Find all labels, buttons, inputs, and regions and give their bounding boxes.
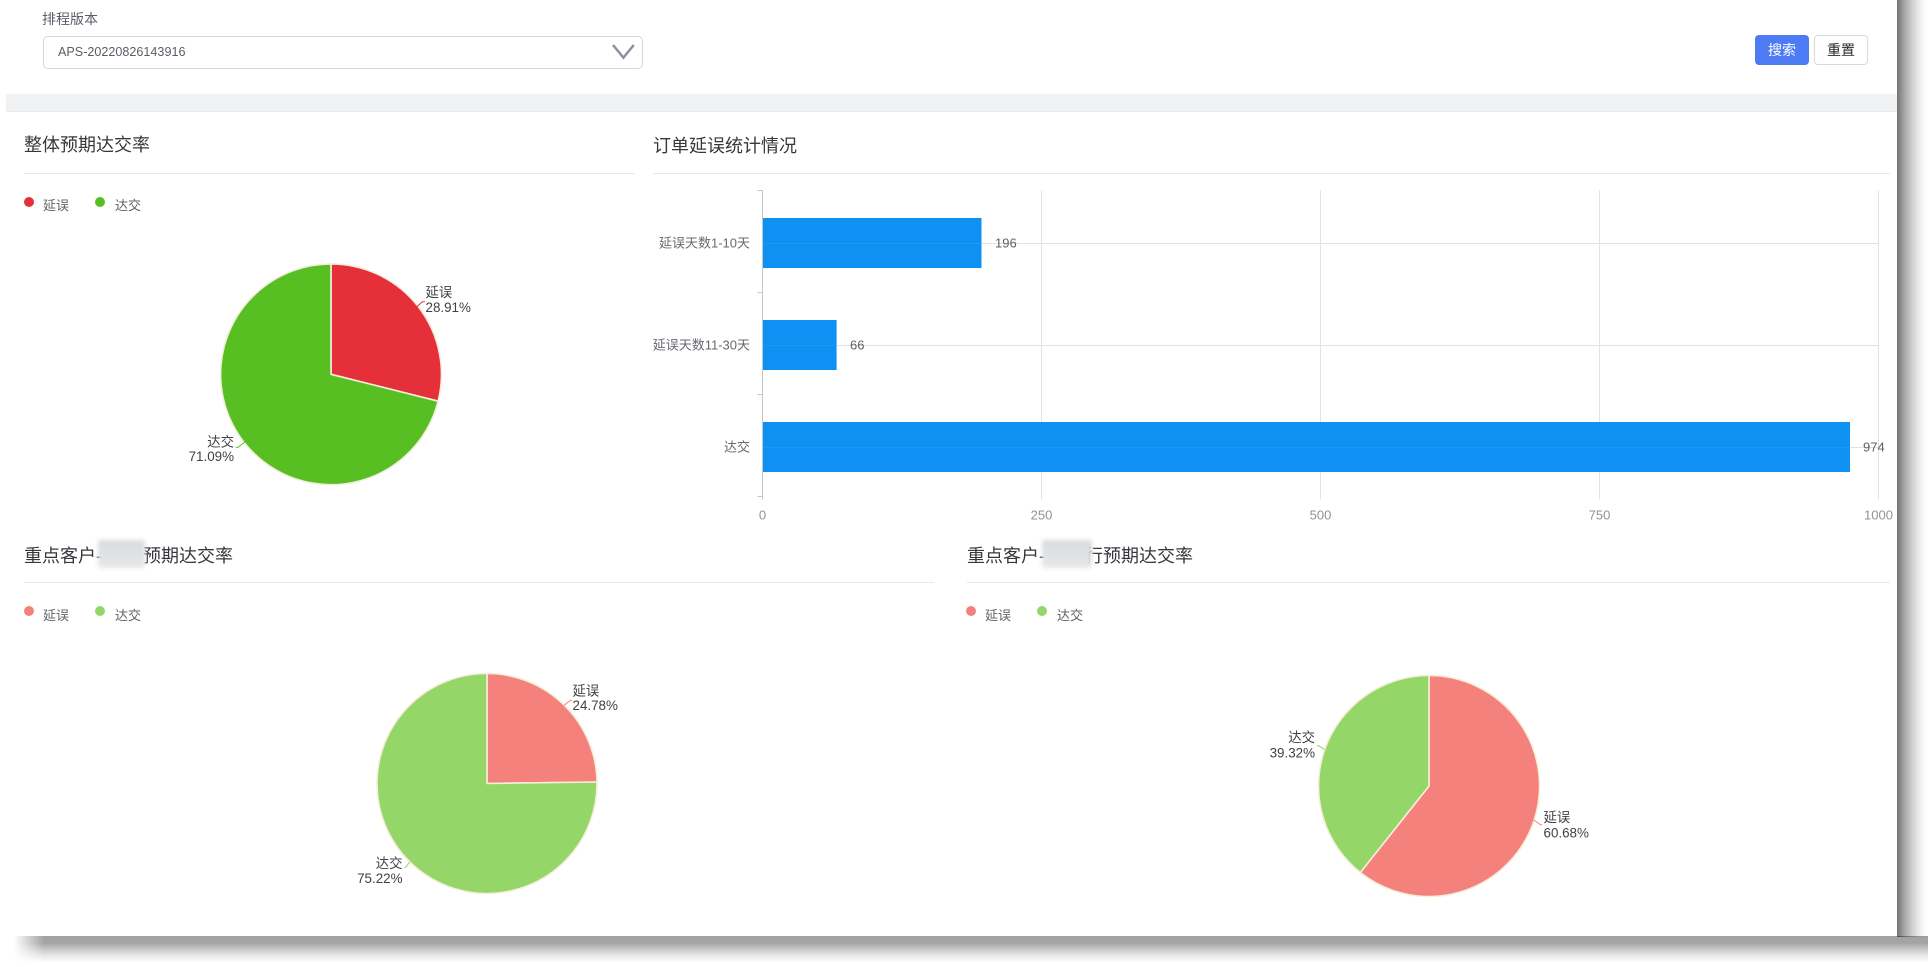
svg-text:60.68%: 60.68% [1544, 826, 1590, 841]
svg-text:75.22%: 75.22% [357, 871, 403, 886]
svg-text:达交: 达交 [207, 434, 234, 450]
svg-text:达交: 达交 [724, 440, 750, 455]
svg-text:71.09%: 71.09% [189, 449, 235, 464]
svg-text:28.91%: 28.91% [426, 300, 472, 315]
svg-text:1000: 1000 [1864, 508, 1893, 523]
svg-text:达交: 达交 [1288, 729, 1315, 745]
svg-text:24.78%: 24.78% [573, 698, 619, 713]
svg-text:750: 750 [1589, 508, 1611, 523]
svg-text:974: 974 [1863, 440, 1885, 455]
svg-text:延误天数11-30天: 延误天数11-30天 [653, 338, 750, 353]
svg-text:66: 66 [850, 338, 864, 353]
svg-text:0: 0 [759, 508, 766, 523]
svg-text:196: 196 [995, 236, 1017, 251]
svg-text:延误天数1-10天: 延误天数1-10天 [659, 236, 750, 251]
svg-text:39.32%: 39.32% [1270, 746, 1316, 761]
svg-text:500: 500 [1310, 508, 1332, 523]
svg-text:延误: 延误 [1544, 810, 1571, 825]
svg-text:延误: 延误 [426, 285, 453, 300]
svg-text:延误: 延误 [573, 684, 600, 699]
svg-text:250: 250 [1031, 508, 1053, 523]
svg-text:达交: 达交 [376, 855, 403, 871]
